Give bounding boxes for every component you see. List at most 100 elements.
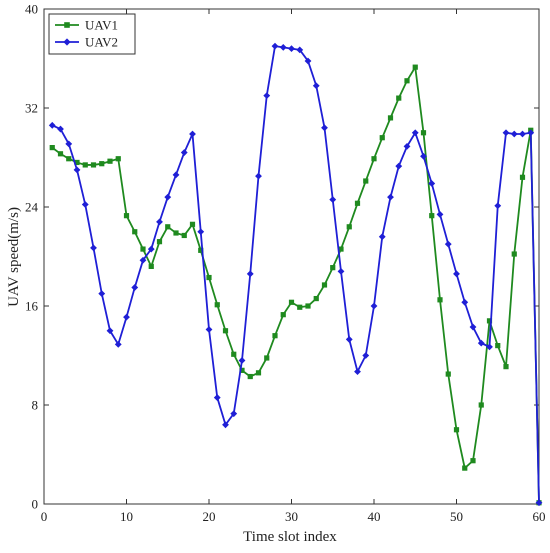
data-point bbox=[305, 303, 311, 309]
series-layer bbox=[48, 42, 543, 507]
plot-frame bbox=[43, 8, 540, 505]
data-point bbox=[206, 274, 212, 281]
data-point bbox=[280, 312, 286, 318]
x-tick-label: 60 bbox=[533, 509, 546, 524]
data-point bbox=[362, 352, 370, 359]
data-point bbox=[107, 158, 113, 164]
y-tick-label: 40 bbox=[25, 2, 38, 17]
data-point bbox=[57, 151, 64, 157]
plot-area: 0 10 20 30 40 50 60 0 8 16 24 32 40 bbox=[25, 2, 546, 525]
data-point bbox=[74, 159, 80, 166]
data-point bbox=[173, 230, 179, 236]
data-point bbox=[90, 162, 97, 168]
y-tick-label: 8 bbox=[32, 398, 39, 413]
legend-label: UAV2 bbox=[85, 35, 118, 50]
legend-marker bbox=[63, 38, 71, 46]
legend-box bbox=[48, 13, 136, 55]
data-point bbox=[156, 218, 163, 226]
data-point bbox=[230, 410, 238, 418]
data-point bbox=[346, 224, 352, 230]
data-point bbox=[510, 130, 518, 138]
data-point bbox=[527, 129, 535, 137]
data-point bbox=[98, 290, 106, 298]
x-tick-label: 40 bbox=[368, 509, 381, 524]
y-tick-label: 24 bbox=[25, 200, 39, 215]
data-point bbox=[297, 304, 303, 310]
data-point bbox=[477, 339, 485, 347]
data-point bbox=[363, 178, 369, 184]
data-point bbox=[444, 240, 452, 248]
data-point bbox=[502, 129, 510, 137]
data-point bbox=[312, 82, 320, 90]
data-point bbox=[288, 299, 295, 305]
data-point bbox=[453, 270, 460, 278]
data-point bbox=[436, 211, 444, 218]
data-point bbox=[139, 256, 147, 264]
data-point bbox=[486, 343, 493, 351]
data-point bbox=[396, 95, 402, 101]
data-point bbox=[337, 267, 345, 275]
data-point bbox=[49, 145, 55, 151]
data-point bbox=[82, 162, 88, 168]
data-point bbox=[321, 282, 328, 288]
data-point bbox=[420, 130, 427, 136]
data-point bbox=[147, 245, 155, 253]
data-point bbox=[420, 152, 427, 160]
data-point bbox=[411, 129, 419, 137]
data-point bbox=[231, 351, 237, 357]
data-point bbox=[214, 302, 220, 308]
y-tick-label: 16 bbox=[25, 299, 39, 314]
data-point bbox=[246, 270, 254, 278]
data-point bbox=[189, 221, 196, 227]
data-point bbox=[495, 343, 501, 349]
data-point bbox=[181, 232, 187, 239]
data-point bbox=[461, 298, 469, 306]
data-point bbox=[172, 171, 180, 179]
data-point bbox=[345, 336, 353, 343]
data-point bbox=[57, 125, 64, 133]
data-point bbox=[470, 458, 476, 464]
data-point bbox=[428, 180, 436, 187]
data-point bbox=[156, 239, 163, 245]
data-point bbox=[453, 427, 460, 433]
x-tick-label: 0 bbox=[41, 509, 48, 524]
data-point bbox=[222, 328, 229, 334]
data-point bbox=[239, 367, 245, 373]
series-line bbox=[51, 64, 540, 503]
data-point bbox=[279, 43, 287, 51]
data-point bbox=[404, 78, 410, 84]
data-point bbox=[519, 174, 526, 180]
x-axis-label: Time slot index bbox=[243, 529, 337, 545]
data-point bbox=[65, 140, 73, 148]
data-point bbox=[338, 246, 344, 252]
data-point bbox=[255, 370, 262, 376]
data-point bbox=[313, 295, 319, 302]
data-point bbox=[123, 213, 130, 219]
data-point bbox=[197, 228, 205, 236]
y-axis-label: UAV speed(m/s) bbox=[6, 207, 22, 307]
data-point bbox=[296, 46, 304, 54]
data-point bbox=[123, 313, 130, 321]
legend-marker bbox=[64, 22, 70, 28]
x-tick-label: 30 bbox=[285, 509, 298, 524]
data-point bbox=[371, 156, 377, 162]
x-tick-label: 20 bbox=[203, 509, 216, 524]
y-tick-label: 32 bbox=[25, 101, 38, 116]
x-tick-label: 50 bbox=[450, 509, 463, 524]
data-point bbox=[503, 364, 509, 370]
data-point bbox=[106, 327, 114, 335]
data-point bbox=[222, 421, 229, 429]
data-point bbox=[321, 124, 328, 132]
series-uav2 bbox=[48, 42, 543, 507]
data-point bbox=[519, 130, 526, 138]
data-point bbox=[395, 162, 403, 170]
data-point bbox=[429, 213, 435, 219]
data-point bbox=[387, 193, 394, 201]
data-point bbox=[164, 193, 172, 201]
data-point bbox=[73, 166, 81, 174]
series-line bbox=[51, 45, 540, 503]
data-point bbox=[247, 373, 253, 380]
legend-label: UAV1 bbox=[85, 18, 118, 33]
data-point bbox=[263, 92, 271, 100]
